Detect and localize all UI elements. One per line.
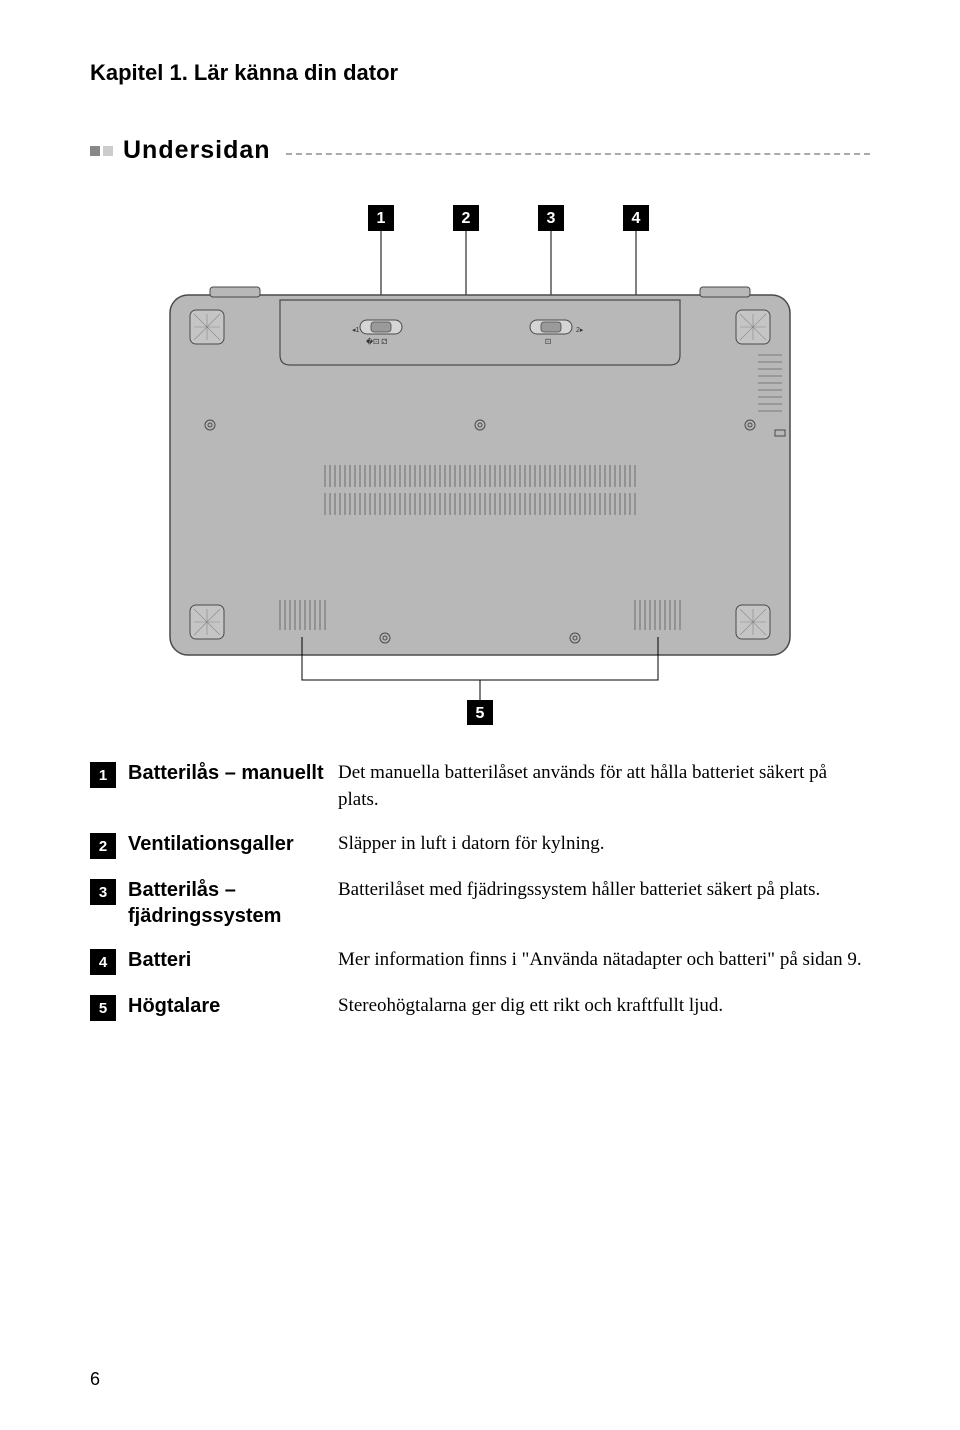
callout-badge: 5	[90, 995, 116, 1021]
section-bullet-icon	[90, 146, 113, 156]
term: Batteri	[128, 947, 338, 973]
term: Batterilås – fjädringssystem	[128, 877, 338, 929]
callout-badge: 4	[90, 949, 116, 975]
description: Släpper in luft i datorn för kylning.	[338, 831, 870, 858]
description: Stereohögtalarna ger dig ett rikt och kr…	[338, 993, 870, 1020]
definition-row: 4 Batteri Mer information finns i "Använ…	[90, 947, 870, 975]
svg-text:2: 2	[462, 210, 471, 227]
definition-row: 3 Batterilås – fjädringssystem Batterilå…	[90, 877, 870, 929]
section-divider	[286, 153, 870, 155]
chapter-title: Kapitel 1. Lär känna din dator	[90, 60, 870, 86]
term: Batterilås – manuellt	[128, 760, 338, 786]
laptop-underside-diagram: 1 2 3 4 ◂1 �⚀ ⚁ 2▸ ⚀	[90, 205, 870, 730]
section-title: Undersidan	[123, 136, 271, 165]
svg-text:⚀: ⚀	[545, 338, 551, 346]
description: Batterilåset med fjädringssystem håller …	[338, 877, 870, 904]
svg-text:◂1: ◂1	[352, 327, 360, 334]
description: Det manuella batterilåset används för at…	[338, 760, 870, 813]
svg-text:5: 5	[476, 705, 485, 722]
svg-text:1: 1	[377, 210, 386, 227]
definition-row: 2 Ventilationsgaller Släpper in luft i d…	[90, 831, 870, 859]
definitions-list: 1 Batterilås – manuellt Det manuella bat…	[90, 760, 870, 1021]
term: Högtalare	[128, 993, 338, 1019]
term: Ventilationsgaller	[128, 831, 338, 857]
svg-text:�⚀ ⚁: �⚀ ⚁	[366, 337, 387, 346]
svg-text:4: 4	[632, 210, 641, 227]
callout-badge: 1	[90, 762, 116, 788]
definition-row: 5 Högtalare Stereohögtalarna ger dig ett…	[90, 993, 870, 1021]
page-number: 6	[90, 1369, 100, 1390]
callout-badge: 2	[90, 833, 116, 859]
section-header: Undersidan	[90, 136, 870, 165]
svg-text:3: 3	[547, 210, 556, 227]
callout-badge: 3	[90, 879, 116, 905]
description: Mer information finns i "Använda nätadap…	[338, 947, 870, 974]
definition-row: 1 Batterilås – manuellt Det manuella bat…	[90, 760, 870, 813]
svg-text:2▸: 2▸	[576, 327, 584, 334]
